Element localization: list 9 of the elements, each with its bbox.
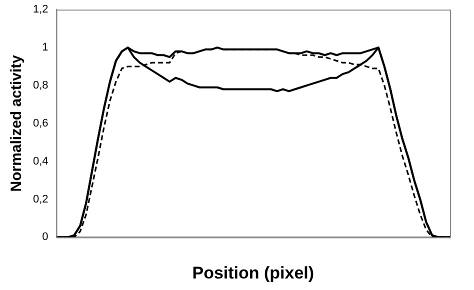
y-tick-label: 0: [42, 231, 48, 244]
y-tick-label: 0,4: [32, 155, 48, 168]
y-tick-label: 0,8: [32, 80, 48, 92]
y-tick-label: 0,2: [32, 193, 48, 206]
x-axis-title: Position (pixel): [192, 263, 314, 282]
y-axis-title: Normalized activity: [8, 54, 26, 192]
y-tick-label: 0,6: [32, 117, 48, 130]
y-tick-label: 1,2: [32, 4, 48, 16]
y-tick-label: 1: [42, 42, 48, 54]
